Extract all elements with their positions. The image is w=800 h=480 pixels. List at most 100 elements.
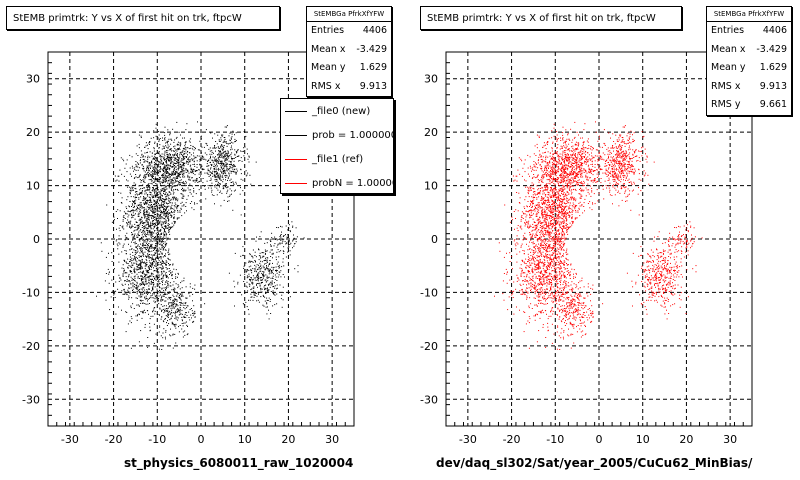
data-point: [254, 277, 256, 279]
data-point: [257, 299, 259, 301]
data-point: [175, 295, 177, 297]
data-point: [238, 160, 240, 162]
data-point: [217, 189, 219, 191]
data-point: [167, 167, 169, 169]
data-point: [155, 301, 157, 303]
data-point: [151, 262, 153, 263]
data-point: [547, 164, 549, 166]
data-point: [275, 270, 277, 272]
data-point: [166, 198, 168, 200]
data-point: [165, 243, 167, 245]
data-point: [146, 297, 147, 299]
data-point: [136, 225, 138, 227]
data-point: [562, 225, 564, 227]
x-tick-label: -30: [61, 433, 79, 446]
data-point: [159, 307, 161, 309]
data-point: [557, 181, 559, 183]
data-point: [550, 228, 552, 230]
data-point: [567, 233, 569, 235]
data-point: [163, 147, 165, 149]
data-point: [268, 268, 270, 270]
data-point: [176, 121, 178, 123]
data-point: [258, 264, 259, 266]
data-point: [120, 279, 122, 281]
data-point: [548, 225, 550, 227]
data-point: [200, 138, 202, 140]
data-point: [153, 259, 155, 261]
data-point: [144, 240, 146, 242]
data-point: [157, 241, 159, 243]
data-point: [141, 190, 143, 192]
data-point: [152, 166, 154, 168]
data-point: [140, 265, 142, 267]
data-point: [264, 288, 266, 290]
data-point: [231, 136, 233, 138]
data-point: [131, 175, 132, 177]
data-point: [136, 297, 138, 299]
data-point: [173, 168, 175, 169]
data-point: [147, 247, 149, 249]
data-point: [134, 177, 136, 179]
data-point: [265, 284, 267, 286]
data-point: [176, 160, 178, 162]
data-point: [155, 275, 157, 277]
data-point: [250, 268, 252, 270]
data-point: [156, 249, 158, 251]
data-point: [173, 224, 175, 226]
data-point: [166, 308, 167, 309]
data-point: [180, 282, 182, 284]
data-point: [562, 245, 564, 247]
data-point: [161, 295, 163, 297]
data-point: [149, 197, 151, 199]
data-point: [174, 158, 176, 160]
data-point: [181, 153, 182, 155]
data-point: [217, 146, 219, 148]
data-point: [543, 224, 545, 226]
data-point: [161, 174, 162, 176]
data-point: [255, 260, 256, 262]
data-point: [158, 260, 160, 262]
data-point: [566, 218, 568, 220]
data-point: [178, 310, 180, 311]
data-point: [544, 256, 546, 258]
data-point: [150, 235, 152, 237]
data-point: [247, 153, 248, 155]
data-point: [165, 196, 167, 198]
data-point: [165, 216, 167, 218]
data-point: [137, 227, 139, 229]
data-point: [222, 148, 224, 150]
data-point: [150, 175, 152, 177]
data-point: [120, 157, 122, 159]
data-point: [133, 201, 135, 203]
data-point: [146, 220, 148, 222]
data-point: [260, 270, 262, 272]
data-point: [178, 148, 180, 150]
data-point: [267, 287, 268, 289]
data-point: [177, 198, 179, 200]
data-point: [208, 187, 210, 189]
data-point: [158, 139, 160, 141]
data-point: [178, 175, 180, 177]
data-point: [163, 203, 165, 205]
data-point: [177, 293, 179, 295]
data-point: [177, 317, 179, 319]
data-point: [268, 289, 270, 291]
data-point: [170, 193, 172, 195]
data-point: [167, 193, 169, 195]
data-point: [271, 272, 273, 273]
data-point: [561, 212, 563, 214]
data-point: [555, 171, 557, 173]
data-point: [154, 189, 156, 191]
data-point: [546, 168, 547, 169]
data-point: [224, 151, 226, 153]
data-point: [176, 172, 178, 174]
data-point: [146, 216, 148, 218]
data-point: [257, 280, 259, 282]
data-point: [146, 274, 148, 276]
data-point: [531, 182, 533, 184]
data-point: [175, 176, 177, 178]
data-point: [177, 169, 179, 171]
data-point: [139, 192, 141, 194]
data-point: [214, 160, 216, 162]
data-point: [167, 286, 169, 288]
